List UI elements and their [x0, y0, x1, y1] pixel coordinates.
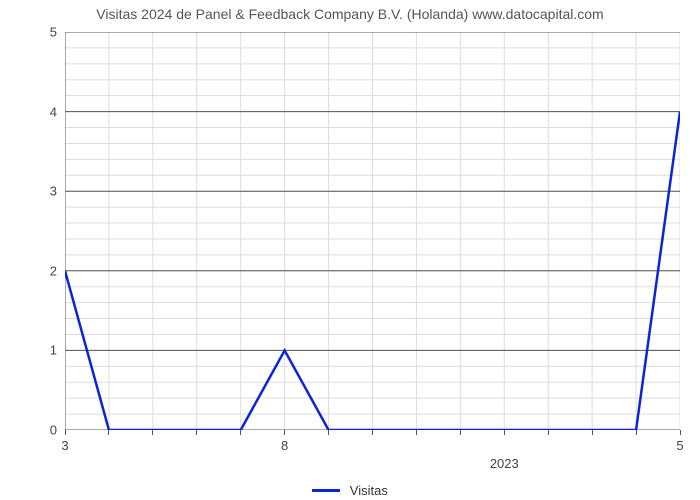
- x-minor-tick: [65, 430, 66, 435]
- x-minor-tick: [504, 430, 505, 435]
- x-minor-tick: [680, 430, 681, 435]
- chart-title: Visitas 2024 de Panel & Feedback Company…: [0, 6, 700, 22]
- x-minor-tick: [328, 430, 329, 435]
- x-tick-label: 3: [61, 438, 68, 453]
- y-tick-label: 0: [37, 423, 57, 438]
- legend: Visitas: [0, 482, 700, 498]
- x-minor-tick: [416, 430, 417, 435]
- plot-svg: [65, 32, 680, 430]
- x-minor-tick: [152, 430, 153, 435]
- y-tick-label: 4: [37, 104, 57, 119]
- y-tick-label: 3: [37, 184, 57, 199]
- chart-container: Visitas 2024 de Panel & Feedback Company…: [0, 0, 700, 500]
- x-minor-tick: [372, 430, 373, 435]
- plot-area: [65, 32, 680, 430]
- y-tick-label: 2: [37, 263, 57, 278]
- x-minor-tick: [196, 430, 197, 435]
- x-minor-tick: [548, 430, 549, 435]
- y-tick-label: 1: [37, 343, 57, 358]
- x-minor-tick: [108, 430, 109, 435]
- x-minor-tick: [284, 430, 285, 435]
- x-minor-tick: [460, 430, 461, 435]
- x-minor-tick: [592, 430, 593, 435]
- legend-label: Visitas: [350, 483, 388, 498]
- x-minor-tick: [240, 430, 241, 435]
- x-tick-label: 5: [676, 438, 683, 453]
- x-minor-tick: [636, 430, 637, 435]
- legend-swatch: [312, 489, 340, 492]
- x-tick-label: 8: [281, 438, 288, 453]
- x-tick-label-row2: 2023: [490, 456, 519, 471]
- y-tick-label: 5: [37, 25, 57, 40]
